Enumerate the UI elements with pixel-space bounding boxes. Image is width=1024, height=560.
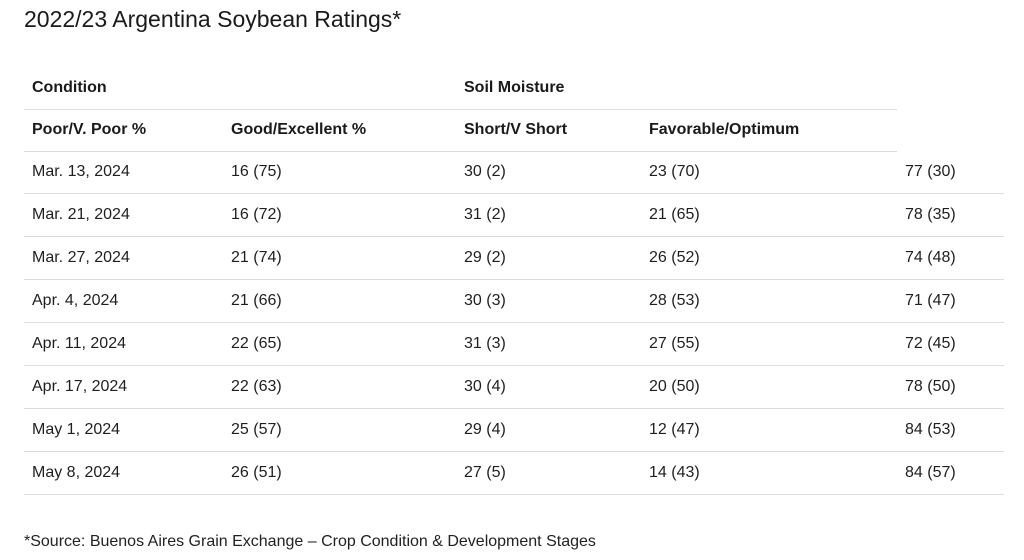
favorable-cell: 78 (35) [905, 206, 956, 223]
favorable-cell: 84 (53) [905, 421, 956, 438]
poor-cell: 25 (57) [231, 421, 282, 438]
date-cell: May 8, 2024 [32, 464, 121, 481]
poor-cell: 21 (66) [231, 292, 282, 309]
short-cell: 12 (47) [649, 421, 700, 438]
date-cell: Apr. 4, 2024 [32, 292, 119, 309]
good-cell: 30 (3) [464, 292, 506, 309]
favorable-cell: 77 (30) [905, 163, 956, 180]
header-divider [24, 109, 897, 110]
date-cell: Mar. 13, 2024 [32, 163, 130, 180]
table-row: Apr. 11, 2024 22 (65) 31 (3) 27 (55) 72 (45) [24, 323, 1004, 366]
favorable-cell: 84 (57) [905, 464, 956, 481]
table-row: Mar. 21, 2024 16 (72) 31 (2) 21 (65) 78 (35) [24, 194, 1004, 237]
good-cell: 29 (2) [464, 249, 506, 266]
short-cell: 27 (55) [649, 335, 700, 352]
short-cell: 28 (53) [649, 292, 700, 309]
short-cell: 14 (43) [649, 464, 700, 481]
table-row: Mar. 27, 2024 21 (74) 29 (2) 26 (52) 74 (48) [24, 237, 1004, 280]
date-cell: Apr. 11, 2024 [32, 335, 126, 352]
good-cell: 29 (4) [464, 421, 506, 438]
favorable-cell: 72 (45) [905, 335, 956, 352]
column-header-poor: Poor/V. Poor % [32, 121, 147, 138]
table-row: May 1, 2024 25 (57) 29 (4) 12 (47) 84 (53) [24, 409, 1004, 452]
table-column-header-row: Poor/V. Poor % Good/Excellent % Short/V … [24, 109, 1004, 152]
poor-cell: 16 (75) [231, 163, 282, 180]
favorable-cell: 74 (48) [905, 249, 956, 266]
date-cell: Mar. 21, 2024 [32, 206, 130, 223]
table-group-header-row: Condition Soil Moisture [24, 67, 1004, 110]
favorable-cell: 78 (50) [905, 378, 956, 395]
short-cell: 21 (65) [649, 206, 700, 223]
header-divider [24, 151, 897, 152]
short-cell: 26 (52) [649, 249, 700, 266]
table-row: Apr. 17, 2024 22 (63) 30 (4) 20 (50) 78 (50) [24, 366, 1004, 409]
column-header-good: Good/Excellent % [231, 121, 367, 138]
favorable-cell: 71 (47) [905, 292, 956, 309]
poor-cell: 26 (51) [231, 464, 282, 481]
table-body: Mar. 13, 2024 16 (75) 30 (2) 23 (70) 77 (30)… [24, 151, 1004, 495]
date-cell: May 1, 2024 [32, 421, 121, 438]
date-cell: Mar. 27, 2024 [32, 249, 130, 266]
good-cell: 27 (5) [464, 464, 506, 481]
table-row: Mar. 13, 2024 16 (75) 30 (2) 23 (70) 77 (30) [24, 151, 1004, 194]
group-header-condition: Condition [32, 79, 107, 96]
good-cell: 31 (3) [464, 335, 506, 352]
column-header-favorable: Favorable/Optimum [649, 121, 800, 138]
column-header-short: Short/V Short [464, 121, 568, 138]
group-header-soil-moisture: Soil Moisture [464, 79, 565, 96]
short-cell: 20 (50) [649, 378, 700, 395]
good-cell: 30 (4) [464, 378, 506, 395]
page-title: 2022/23 Argentina Soybean Ratings* [24, 6, 402, 32]
date-cell: Apr. 17, 2024 [32, 378, 128, 395]
short-cell: 23 (70) [649, 163, 700, 180]
source-footnote: *Source: Buenos Aires Grain Exchange – C… [24, 533, 596, 550]
good-cell: 30 (2) [464, 163, 506, 180]
poor-cell: 16 (72) [231, 206, 282, 223]
poor-cell: 22 (63) [231, 378, 282, 395]
poor-cell: 22 (65) [231, 335, 282, 352]
table-row: May 8, 2024 26 (51) 27 (5) 14 (43) 84 (57) [24, 452, 1004, 495]
poor-cell: 21 (74) [231, 249, 282, 266]
good-cell: 31 (2) [464, 206, 506, 223]
table-row: Apr. 4, 2024 21 (66) 30 (3) 28 (53) 71 (47) [24, 280, 1004, 323]
ratings-table: Condition Soil Moisture Poor/V. Poor % G… [24, 67, 1004, 495]
